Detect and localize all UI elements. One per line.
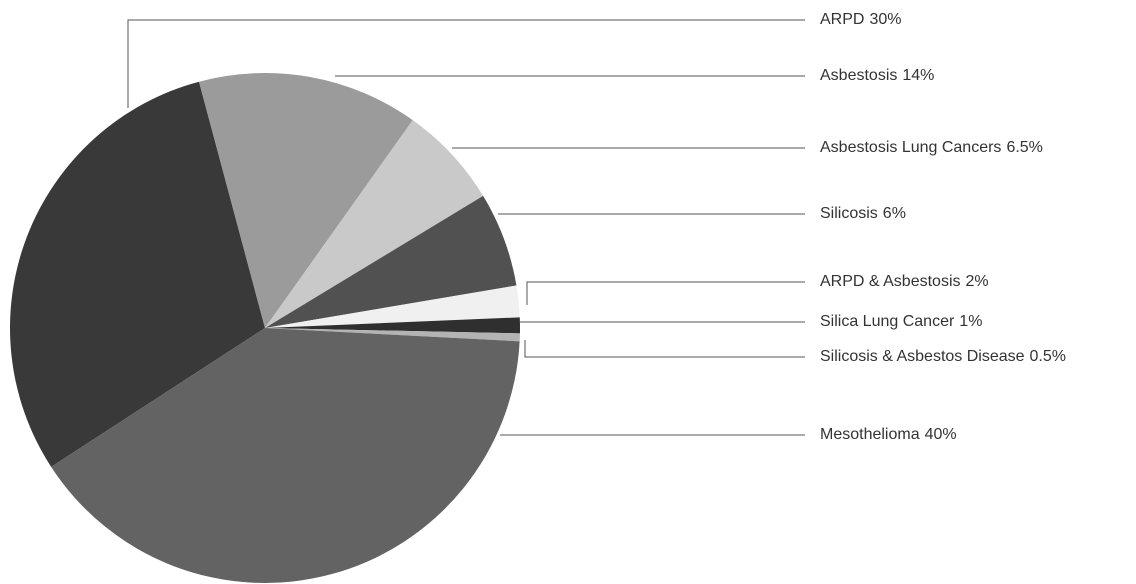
slice-label: Asbestosis 14% <box>820 67 934 84</box>
category-name: Mesothelioma <box>820 426 920 443</box>
category-name: Silicosis & Asbestos Disease <box>820 348 1025 365</box>
pie-slice <box>9 81 265 467</box>
category-name: ARPD <box>820 11 864 28</box>
pie-slice <box>265 120 484 328</box>
pie-slice <box>265 195 517 328</box>
leader-line <box>127 19 805 108</box>
pie-slice <box>199 72 413 328</box>
slice-label: Silicosis & Asbestos Disease 0.5% <box>820 348 1066 365</box>
slice-label: Mesothelioma 40% <box>820 426 957 443</box>
pie-slice <box>265 285 520 328</box>
pie-slice <box>265 317 521 334</box>
leader-line <box>524 340 805 358</box>
slice-label: Silicosis 6% <box>820 205 906 222</box>
pie-slice <box>265 328 520 342</box>
category-name: Silicosis <box>820 205 878 222</box>
value-label: 6% <box>883 205 906 222</box>
slice-label: ARPD 30% <box>820 11 901 28</box>
category-name: Asbestosis <box>820 67 897 84</box>
leader-line <box>526 281 805 305</box>
value-label: 1% <box>959 313 982 330</box>
value-label: 30% <box>869 11 901 28</box>
value-label: 6.5% <box>1006 139 1042 156</box>
value-label: 2% <box>966 273 989 290</box>
slice-label: Silica Lung Cancer 1% <box>820 313 982 330</box>
category-name: ARPD & Asbestosis <box>820 273 961 290</box>
category-name: Asbestosis Lung Cancers <box>820 139 1001 156</box>
value-label: 0.5% <box>1030 348 1066 365</box>
slice-label: ARPD & Asbestosis 2% <box>820 273 989 290</box>
pie-slice <box>51 328 520 584</box>
value-label: 14% <box>902 67 934 84</box>
value-label: 40% <box>925 426 957 443</box>
slice-label: Asbestosis Lung Cancers 6.5% <box>820 139 1043 156</box>
category-name: Silica Lung Cancer <box>820 313 955 330</box>
